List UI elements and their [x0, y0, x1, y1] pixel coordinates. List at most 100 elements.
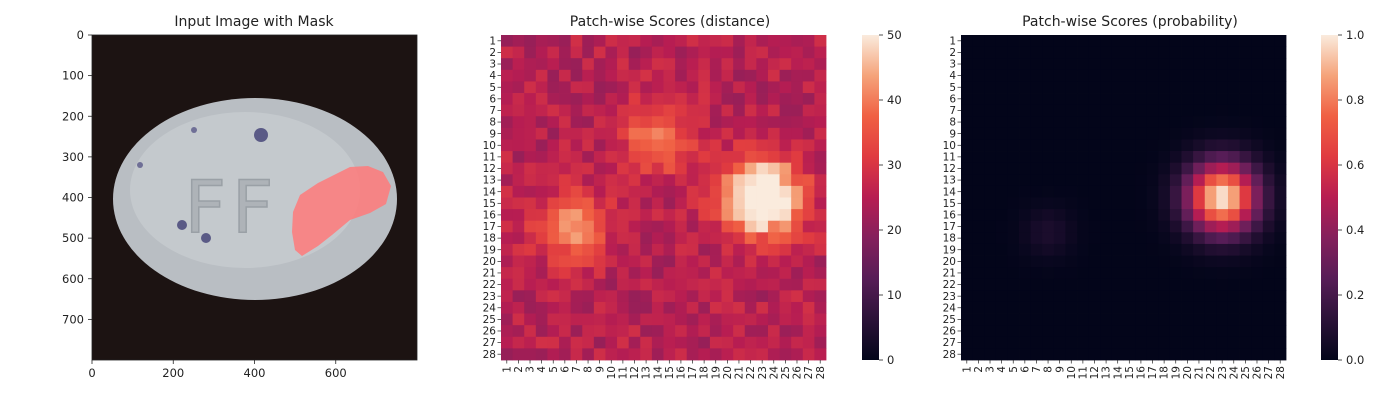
heatmap-cell	[814, 336, 827, 349]
heatmap-cell	[686, 69, 699, 82]
heatmap-cell	[524, 232, 537, 245]
heatmap-cell	[1088, 336, 1101, 349]
heatmap-cell	[1158, 243, 1171, 256]
heatmap-cell	[675, 35, 688, 48]
heatmap-cell	[1181, 81, 1194, 94]
heatmap-cell	[1146, 185, 1159, 198]
heatmap-cell	[1065, 301, 1078, 314]
heatmap-cell	[995, 325, 1008, 338]
heatmap-cell	[779, 278, 792, 291]
heatmap-cell	[535, 278, 548, 291]
heatmap-cell	[744, 255, 757, 268]
heatmap-cell	[721, 232, 734, 245]
heatmap-cell	[1123, 243, 1136, 256]
heatmap-cell	[1262, 58, 1275, 71]
heatmap-cell	[733, 232, 746, 245]
heatmap-cell	[1123, 290, 1136, 303]
heatmap-cell	[779, 35, 792, 48]
row-tick-label: 5	[489, 82, 496, 94]
heatmap-cell	[640, 290, 653, 303]
heatmap-cell	[1030, 116, 1043, 129]
heatmap-cell	[961, 104, 974, 117]
heatmap-cell	[1204, 301, 1217, 314]
heatmap-cell	[559, 313, 572, 326]
heatmap-cell	[1158, 197, 1171, 210]
heatmap-cell	[1181, 151, 1194, 164]
heatmap-cell	[1088, 116, 1101, 129]
heatmap-cell	[501, 232, 514, 245]
heatmap-cell	[593, 301, 606, 314]
heatmap-cell	[698, 58, 711, 71]
heatmap-cell	[756, 151, 769, 164]
heatmap-cell	[1193, 243, 1206, 256]
heatmap-cell	[675, 127, 688, 140]
heatmap-cell	[628, 313, 641, 326]
heatmap-cell	[1077, 151, 1090, 164]
col-tick-label: 15	[664, 366, 676, 379]
row-tick-label: 7	[489, 105, 496, 117]
heatmap-cell	[961, 116, 974, 129]
heatmap-cell	[1262, 313, 1275, 326]
col-tick-label: 4	[996, 366, 1008, 373]
heatmap-cell	[1262, 116, 1275, 129]
heatmap-cell	[1274, 313, 1287, 326]
heatmap-cell	[1030, 313, 1043, 326]
heatmap-cell	[628, 162, 641, 175]
heatmap-cell	[617, 116, 630, 129]
heatmap-cell	[640, 46, 653, 59]
heatmap-cell	[984, 232, 997, 245]
heatmap-cell	[709, 35, 722, 48]
colorbar-tick-label: 0.0	[1346, 353, 1364, 367]
heatmap-cell	[1239, 93, 1252, 106]
heatmap-cell	[1262, 220, 1275, 233]
heatmap-cell	[1262, 151, 1275, 164]
heatmap-cell	[1204, 232, 1217, 245]
heatmap-cell	[972, 46, 985, 59]
heatmap-cell	[1216, 185, 1229, 198]
heatmap-cell	[559, 185, 572, 198]
heatmap-cell	[721, 93, 734, 106]
row-tick-label: 21	[483, 268, 496, 280]
row-tick-label: 15	[483, 198, 496, 210]
heatmap-cell	[756, 336, 769, 349]
heatmap-cell	[1077, 325, 1090, 338]
heatmap-cell	[791, 301, 804, 314]
heatmap-cell	[686, 336, 699, 349]
heatmap-cell	[814, 104, 827, 117]
heatmap-cell	[733, 116, 746, 129]
heatmap-cell	[698, 116, 711, 129]
heatmap-cell	[972, 243, 985, 256]
heatmap-cell	[814, 267, 827, 280]
heatmap-cell	[686, 243, 699, 256]
heatmap-cell	[1123, 151, 1136, 164]
heatmap-cell	[779, 174, 792, 187]
heatmap-cell	[995, 174, 1008, 187]
heatmap-cell	[1239, 313, 1252, 326]
col-tick-label: 2	[973, 366, 985, 373]
heatmap-cell	[1065, 313, 1078, 326]
heatmap-cell	[1216, 278, 1229, 291]
heatmap-cell	[501, 162, 514, 175]
heatmap-cell	[512, 278, 525, 291]
heatmap-cell	[605, 301, 618, 314]
heatmap-cell	[1111, 220, 1124, 233]
heatmap-cell	[791, 348, 804, 361]
heatmap-cell	[961, 46, 974, 59]
heatmap-cell	[995, 58, 1008, 71]
heatmap-cell	[961, 93, 974, 106]
heatmap-cell	[709, 348, 722, 361]
heatmap-cell	[995, 313, 1008, 326]
heatmap-cell	[1158, 278, 1171, 291]
heatmap-cell	[709, 267, 722, 280]
heatmap-cell	[1262, 139, 1275, 152]
heatmap-cell	[802, 243, 815, 256]
heatmap-cell	[814, 325, 827, 338]
heatmap-cell	[802, 278, 815, 291]
heatmap-cell	[1053, 232, 1066, 245]
heatmap-cell	[1227, 325, 1240, 338]
heatmap-cell	[640, 116, 653, 129]
heatmap-cell	[559, 174, 572, 187]
heatmap-cell	[686, 127, 699, 140]
y-tick-label: 0	[77, 28, 84, 42]
heatmap-cell	[698, 139, 711, 152]
